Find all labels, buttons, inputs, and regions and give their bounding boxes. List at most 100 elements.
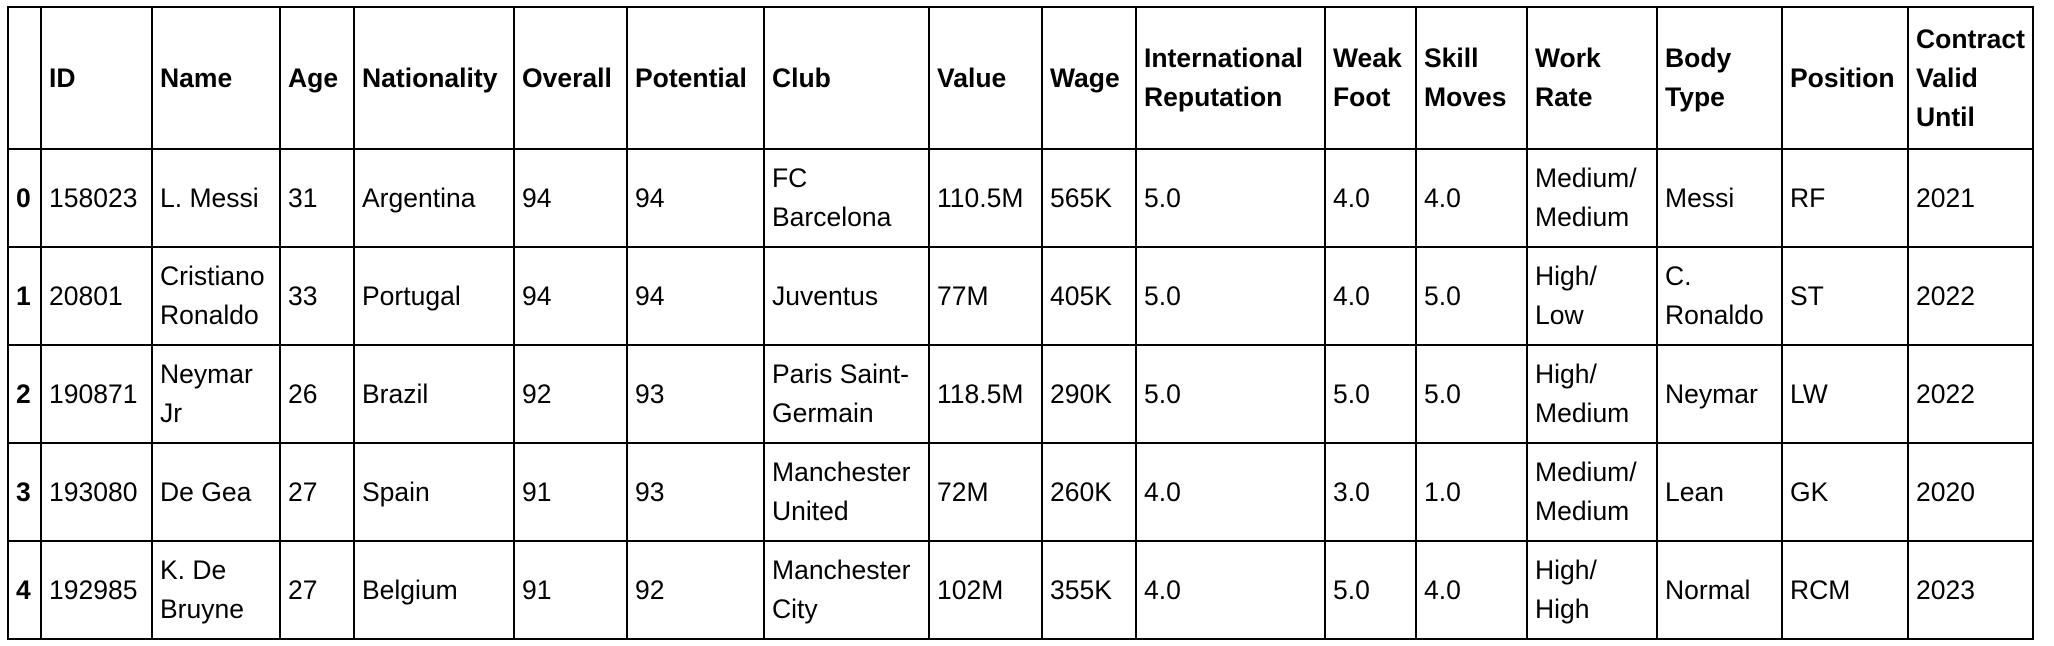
row-index: 2 xyxy=(7,344,42,444)
cell-club: FC Barcelona xyxy=(763,148,930,248)
cell-potential: 93 xyxy=(626,442,765,542)
cell-work-rate: High/ Low xyxy=(1526,246,1658,346)
cell-age: 27 xyxy=(279,540,355,640)
cell-contract-valid-until: 2022 xyxy=(1907,246,2034,346)
cell-international-reputation: 5.0 xyxy=(1135,246,1326,346)
row-index: 1 xyxy=(7,246,42,346)
cell-potential: 94 xyxy=(626,148,765,248)
table-row: 2 190871 Neymar Jr 26 Brazil 92 93 Paris Saint-… xyxy=(7,344,2034,444)
cell-value: 118.5M xyxy=(928,344,1043,444)
cell-position: RCM xyxy=(1781,540,1909,640)
cell-wage: 290K xyxy=(1041,344,1137,444)
cell-overall: 94 xyxy=(513,246,628,346)
row-index: 0 xyxy=(7,148,42,248)
cell-skill-moves: 1.0 xyxy=(1415,442,1528,542)
cell-position: ST xyxy=(1781,246,1909,346)
cell-name: Cristiano Ronaldo xyxy=(151,246,281,346)
cell-international-reputation: 4.0 xyxy=(1135,442,1326,542)
cell-body-type: C. Ronaldo xyxy=(1656,246,1783,346)
dataframe-table: ID Name Age Nationality Overall Potentia… xyxy=(7,6,2034,640)
cell-club: Juventus xyxy=(763,246,930,346)
cell-id: 192985 xyxy=(40,540,153,640)
column-header-overall: Overall xyxy=(513,6,628,150)
column-header-wage: Wage xyxy=(1041,6,1137,150)
cell-overall: 91 xyxy=(513,442,628,542)
row-index: 3 xyxy=(7,442,42,542)
column-header-contract-valid-until: Contract Valid Until xyxy=(1907,6,2034,150)
cell-value: 102M xyxy=(928,540,1043,640)
column-header-potential: Potential xyxy=(626,6,765,150)
cell-potential: 92 xyxy=(626,540,765,640)
cell-id: 193080 xyxy=(40,442,153,542)
cell-body-type: Lean xyxy=(1656,442,1783,542)
table-row: 3 193080 De Gea 27 Spain 91 93 Manchester Unite… xyxy=(7,442,2034,542)
cell-potential: 94 xyxy=(626,246,765,346)
row-index: 4 xyxy=(7,540,42,640)
cell-nationality: Spain xyxy=(353,442,515,542)
column-header-work-rate: Work Rate xyxy=(1526,6,1658,150)
cell-club: Paris Saint-Germain xyxy=(763,344,930,444)
cell-id: 158023 xyxy=(40,148,153,248)
column-header-id: ID xyxy=(40,6,153,150)
cell-skill-moves: 4.0 xyxy=(1415,540,1528,640)
cell-club: Manchester United xyxy=(763,442,930,542)
cell-nationality: Argentina xyxy=(353,148,515,248)
cell-contract-valid-until: 2020 xyxy=(1907,442,2034,542)
cell-value: 110.5M xyxy=(928,148,1043,248)
cell-nationality: Brazil xyxy=(353,344,515,444)
cell-skill-moves: 4.0 xyxy=(1415,148,1528,248)
header-row: ID Name Age Nationality Overall Potentia… xyxy=(7,6,2034,150)
column-header-age: Age xyxy=(279,6,355,150)
cell-name: K. De Bruyne xyxy=(151,540,281,640)
table-row: 0 158023 L. Messi 31 Argentina 94 94 FC Barcelo… xyxy=(7,148,2034,248)
cell-name: Neymar Jr xyxy=(151,344,281,444)
cell-wage: 565K xyxy=(1041,148,1137,248)
cell-wage: 355K xyxy=(1041,540,1137,640)
cell-contract-valid-until: 2021 xyxy=(1907,148,2034,248)
cell-weak-foot: 4.0 xyxy=(1324,148,1417,248)
cell-overall: 94 xyxy=(513,148,628,248)
column-header-name: Name xyxy=(151,6,281,150)
cell-body-type: Neymar xyxy=(1656,344,1783,444)
index-header xyxy=(7,6,42,150)
cell-skill-moves: 5.0 xyxy=(1415,246,1528,346)
cell-international-reputation: 5.0 xyxy=(1135,344,1326,444)
cell-nationality: Belgium xyxy=(353,540,515,640)
cell-age: 26 xyxy=(279,344,355,444)
cell-contract-valid-until: 2022 xyxy=(1907,344,2034,444)
table-row: 4 192985 K. De Bruyne 27 Belgium 91 92 Manchest… xyxy=(7,540,2034,640)
cell-international-reputation: 4.0 xyxy=(1135,540,1326,640)
cell-body-type: Messi xyxy=(1656,148,1783,248)
column-header-skill-moves: Skill Moves xyxy=(1415,6,1528,150)
cell-body-type: Normal xyxy=(1656,540,1783,640)
cell-work-rate: High/ Medium xyxy=(1526,344,1658,444)
cell-value: 72M xyxy=(928,442,1043,542)
cell-weak-foot: 5.0 xyxy=(1324,344,1417,444)
cell-weak-foot: 3.0 xyxy=(1324,442,1417,542)
column-header-international-reputation: International Reputation xyxy=(1135,6,1326,150)
cell-position: RF xyxy=(1781,148,1909,248)
column-header-weak-foot: Weak Foot xyxy=(1324,6,1417,150)
cell-id: 190871 xyxy=(40,344,153,444)
column-header-nationality: Nationality xyxy=(353,6,515,150)
cell-wage: 260K xyxy=(1041,442,1137,542)
column-header-position: Position xyxy=(1781,6,1909,150)
cell-potential: 93 xyxy=(626,344,765,444)
cell-value: 77M xyxy=(928,246,1043,346)
table-body: 0 158023 L. Messi 31 Argentina 94 94 FC Barcelo… xyxy=(7,148,2034,640)
cell-international-reputation: 5.0 xyxy=(1135,148,1326,248)
column-header-value: Value xyxy=(928,6,1043,150)
cell-nationality: Portugal xyxy=(353,246,515,346)
cell-wage: 405K xyxy=(1041,246,1137,346)
cell-position: LW xyxy=(1781,344,1909,444)
cell-position: GK xyxy=(1781,442,1909,542)
cell-age: 27 xyxy=(279,442,355,542)
table-header: ID Name Age Nationality Overall Potentia… xyxy=(7,6,2034,150)
cell-id: 20801 xyxy=(40,246,153,346)
cell-age: 31 xyxy=(279,148,355,248)
cell-age: 33 xyxy=(279,246,355,346)
cell-skill-moves: 5.0 xyxy=(1415,344,1528,444)
cell-work-rate: High/ High xyxy=(1526,540,1658,640)
cell-overall: 92 xyxy=(513,344,628,444)
cell-overall: 91 xyxy=(513,540,628,640)
